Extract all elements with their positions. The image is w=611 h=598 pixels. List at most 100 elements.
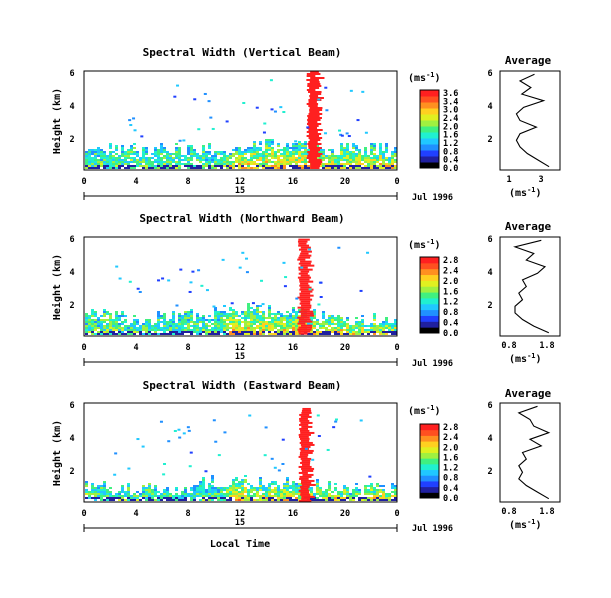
heatmap-cell: [163, 463, 167, 466]
heatmap-cell: [349, 89, 353, 92]
heatmap-cell: [199, 159, 202, 161]
heatmap-cell: [259, 143, 262, 145]
heatmap-cell: [262, 163, 265, 165]
heatmap-cell: [238, 333, 241, 335]
heatmap-cell: [238, 323, 241, 325]
heatmap-cell: [307, 143, 322, 145]
heatmap-cell: [322, 159, 325, 161]
heatmap-cell: [334, 165, 337, 167]
heatmap-cell: [196, 489, 199, 491]
heatmap-cell: [367, 155, 370, 157]
heatmap-cell: [203, 92, 207, 95]
heatmap-cell: [382, 155, 385, 157]
heatmap-cell: [337, 493, 340, 495]
heatmap-cell: [226, 163, 229, 165]
heatmap-cell: [88, 153, 91, 155]
heatmap-cell: [199, 499, 202, 501]
heatmap-cell: [382, 323, 385, 325]
heatmap-cell: [253, 333, 256, 335]
heatmap-cell: [202, 159, 205, 161]
heatmap-cell: [250, 499, 253, 501]
colorbar-tick-label: 1.2: [443, 464, 458, 474]
heatmap-cell: [142, 491, 145, 493]
y-tick-label: 4: [69, 102, 74, 112]
heatmap-cell: [306, 123, 322, 125]
heatmap-cell: [127, 491, 130, 493]
heatmap-cell: [109, 163, 112, 165]
heatmap-cell: [295, 167, 298, 169]
heatmap-cell: [370, 487, 373, 489]
heatmap-cell: [145, 499, 148, 501]
x-tick-label: 8: [185, 343, 190, 353]
heatmap-cell: [373, 491, 376, 493]
heatmap-cell: [94, 315, 97, 317]
heatmap-cell: [169, 325, 172, 327]
heatmap-cell: [136, 497, 139, 499]
heatmap-cell: [322, 491, 325, 493]
heatmap-cell: [250, 155, 253, 157]
heatmap-cell: [166, 497, 169, 499]
heatmap-cell: [217, 153, 220, 155]
heatmap-cell: [364, 167, 367, 169]
heatmap-cell: [394, 493, 397, 495]
heatmap-cell: [112, 495, 115, 497]
heatmap-cell: [265, 167, 268, 169]
heatmap-cell: [166, 499, 169, 501]
heatmap-cell: [309, 149, 320, 151]
average-profile-line: [513, 239, 550, 334]
heatmap-cell: [286, 499, 289, 501]
heatmap-cell: [334, 161, 337, 163]
heatmap-cell: [205, 323, 208, 325]
panel-title: Spectral Width (Northward Beam): [139, 212, 344, 225]
heatmap-cell: [271, 313, 274, 315]
heatmap-cell: [118, 161, 121, 163]
heatmap-cell: [187, 325, 190, 327]
colorbar-segment: [420, 156, 439, 163]
heatmap-cell: [349, 165, 352, 167]
heatmap-cell: [301, 463, 310, 466]
heatmap-cell: [376, 499, 379, 501]
heatmap-cell: [388, 161, 391, 163]
heatmap-cell: [394, 497, 397, 499]
heatmap-cell: [247, 499, 250, 501]
heatmap-cell: [238, 315, 241, 317]
heatmap-cell: [112, 333, 115, 335]
heatmap-cell: [163, 321, 166, 323]
heatmap-cell: [223, 499, 226, 501]
heatmap-cell: [298, 248, 308, 251]
heatmap-cell: [211, 475, 214, 477]
heatmap-cell: [157, 497, 160, 499]
heatmap-cell: [274, 167, 277, 169]
heatmap-cell: [235, 165, 238, 167]
heatmap-cell: [184, 317, 187, 319]
heatmap-cell: [277, 151, 280, 153]
heatmap-cell: [88, 327, 91, 329]
heatmap-cell: [388, 159, 391, 161]
heatmap-cell: [328, 315, 331, 317]
heatmap-cell: [256, 327, 259, 329]
heatmap-cell: [196, 333, 199, 335]
heatmap-cell: [124, 325, 127, 327]
heatmap-cell: [100, 329, 103, 331]
heatmap-cell: [172, 333, 175, 335]
heatmap-cell: [297, 240, 308, 243]
heatmap-cell: [202, 493, 205, 495]
heatmap-cell: [223, 165, 226, 167]
heatmap-cell: [361, 157, 364, 159]
heatmap-cell: [238, 151, 241, 153]
heatmap-cell: [136, 163, 139, 165]
heatmap-cell: [199, 321, 202, 323]
heatmap-cell: [178, 329, 181, 331]
heatmap-cell: [394, 153, 397, 155]
heatmap-cell: [391, 167, 394, 169]
heatmap-cell: [355, 157, 358, 159]
heatmap-cell: [115, 327, 118, 329]
heatmap-cell: [157, 317, 160, 319]
heatmap-cell: [379, 497, 382, 499]
heatmap-cell: [298, 238, 310, 241]
heatmap-cell: [181, 159, 184, 161]
heatmap-cell: [124, 321, 127, 323]
y-tick-label: 6: [69, 69, 74, 79]
heatmap-cell: [214, 440, 218, 443]
heatmap-cell: [160, 497, 163, 499]
